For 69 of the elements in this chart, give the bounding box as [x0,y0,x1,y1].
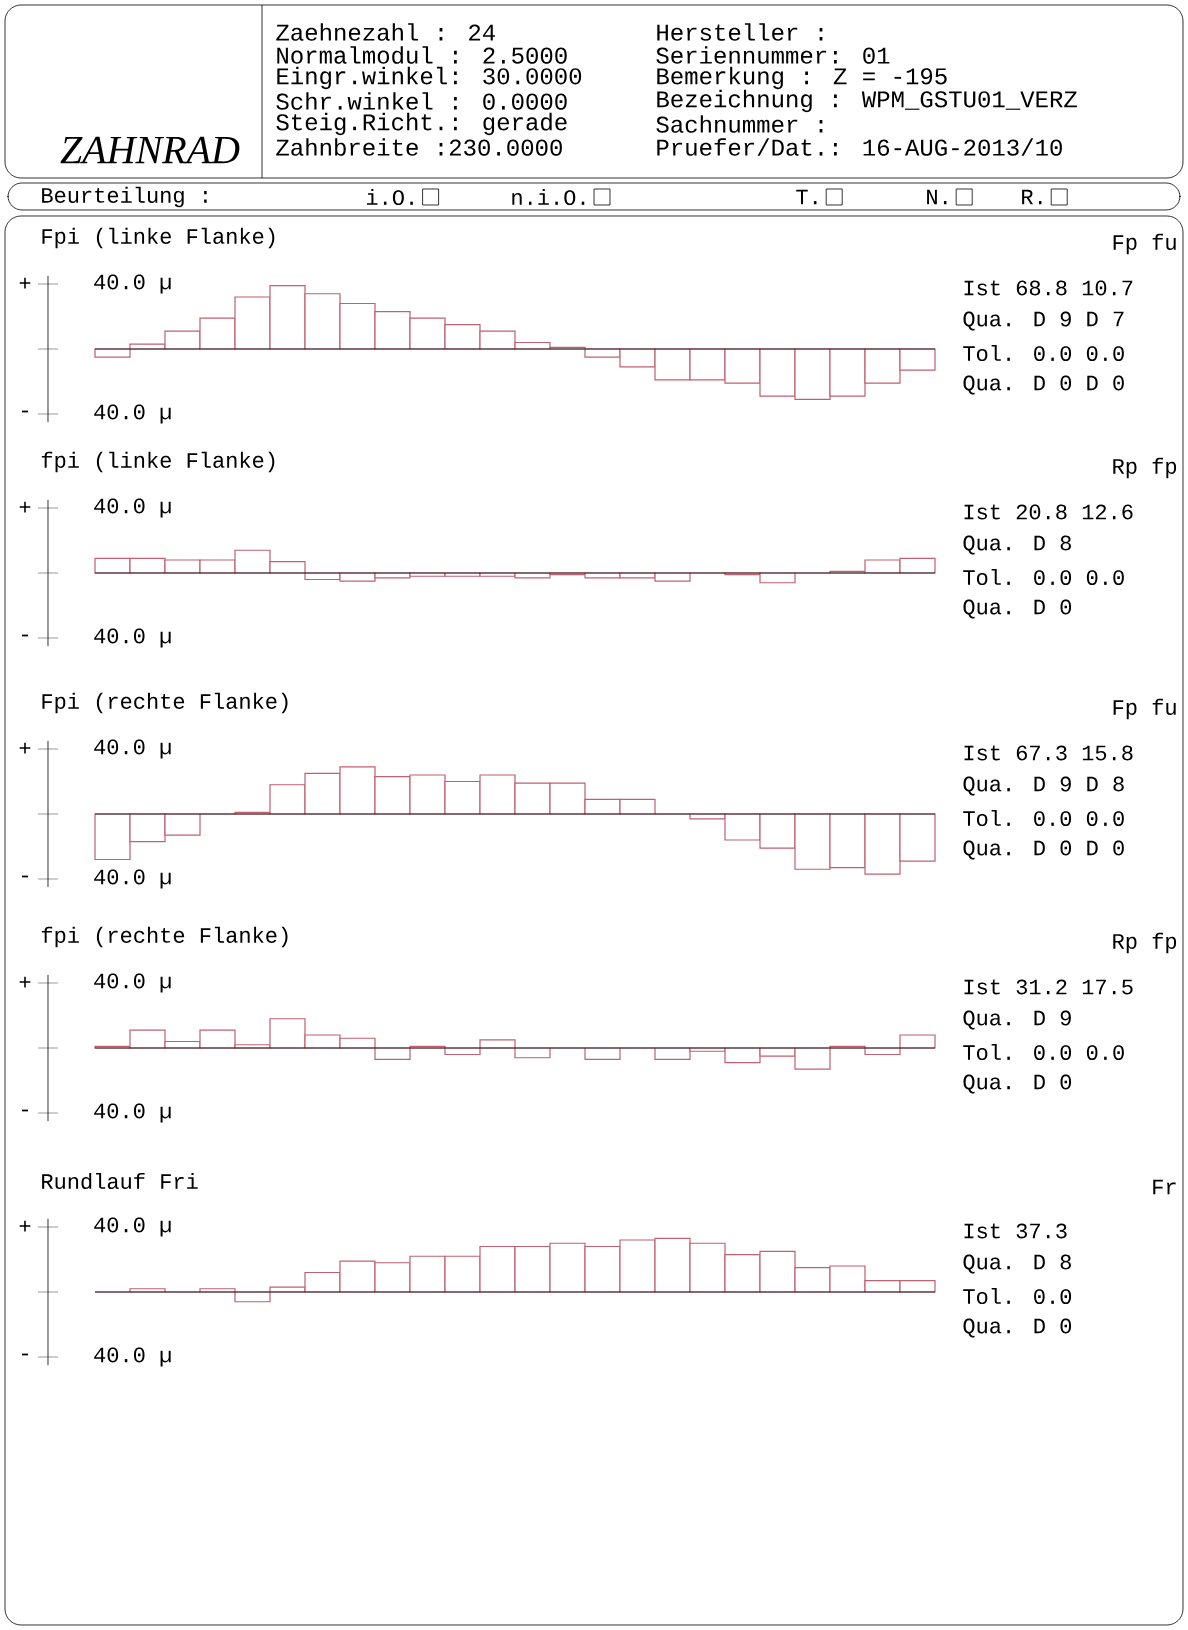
text: ZAHNRAD [60,136,240,164]
text: - [21,1353,28,1356]
text: N. [927,189,947,205]
text: Qua. D 8 [963,1254,1071,1274]
text: - [21,875,28,878]
text: Fp fu [1113,698,1176,720]
text: Ist 37.3 [964,1223,1067,1239]
text: i.O. [366,188,413,206]
text: Pruefer/Dat.: 16-AUG-2013/10 [657,138,1062,156]
text: - [21,634,28,637]
text: Rp fp [1113,457,1177,479]
text: - [21,410,28,413]
text: Steig.Richt.: gerade [276,112,567,136]
text: + [19,277,31,289]
y-tick-label: 40.0 µ [94,973,171,993]
text: Tol. 0.0 [963,1287,1072,1305]
text: Qua. D 0 [963,599,1072,619]
chart-title: Rundlauf Fri [42,1172,198,1190]
text: Qua. D 8 [963,535,1071,555]
y-tick-label: 40.0 µ [94,739,171,759]
text: R. [1022,189,1042,205]
text: Qua. D 9 [963,1010,1071,1030]
y-tick-label: 40.0 µ [94,628,171,648]
text: Tol. 0.0 0.0 [963,1043,1124,1061]
text: Tol. 0.0 0.0 [963,344,1124,362]
text: Ist 31.2 17.5 [964,979,1133,995]
chart-title: Fpi (rechte Flanke) [42,692,288,714]
text: Ist 68.8 10.7 [964,280,1133,296]
text: Fr [1153,1179,1176,1195]
text: + [19,1220,31,1232]
text: Bemerkung : Z = -195 [657,66,947,90]
y-tick-label: 40.0 µ [94,274,171,294]
text: Qua. D 0 D 0 [963,375,1124,395]
chart-title: fpi (rechte Flanke) [41,926,288,948]
text: Normalmodul : 2.5000 [277,46,567,64]
text: Qua. D 0 [963,1318,1072,1338]
y-tick-label: 40.0 µ [94,1103,171,1123]
text: n.i.O. [512,188,585,206]
text: Fp fu [1113,233,1176,255]
text: Seriennummer: 01 [656,46,890,64]
text: Tol. 0.0 0.0 [963,568,1124,586]
text: Qua. D 0 [963,1074,1072,1094]
text: + [19,976,31,988]
y-tick-label: 40.0 µ [94,1217,171,1237]
text: Eingr.winkel: 30.0000 [277,66,582,90]
text: T. [796,189,817,205]
text: Schr.winkel : 0.0000 [276,92,567,110]
text: + [19,501,31,513]
text: Zaehnezahl : 24 [276,23,495,41]
text: Ist 20.8 12.6 [964,504,1133,520]
chart-title: Fpi (linke Flanke) [42,227,275,249]
chart-title: fpi (linke Flanke) [41,451,275,473]
text: Sachnummer : [656,115,823,133]
text: - [21,1109,28,1112]
text: Qua. D 9 D 8 [963,776,1124,796]
y-tick-label: 40.0 µ [94,869,171,889]
text: + [19,742,31,754]
text: Zahnbreite :230.0000 [276,138,562,156]
text: Hersteller : [657,23,823,41]
text: Tol. 0.0 0.0 [963,809,1124,827]
text: Ist 67.3 15.8 [964,745,1133,761]
y-tick-label: 40.0 µ [94,498,171,518]
text: Beurteilung : [42,186,207,208]
y-tick-label: 40.0 µ [94,1347,171,1367]
y-tick-label: 40.0 µ [94,404,171,424]
text: Qua. D 9 D 7 [963,311,1124,331]
text: Bezeichnung : WPM_GSTU01_VERZ [657,89,1077,113]
text: Qua. D 0 D 0 [963,840,1124,860]
text: Rp fp [1113,932,1177,954]
